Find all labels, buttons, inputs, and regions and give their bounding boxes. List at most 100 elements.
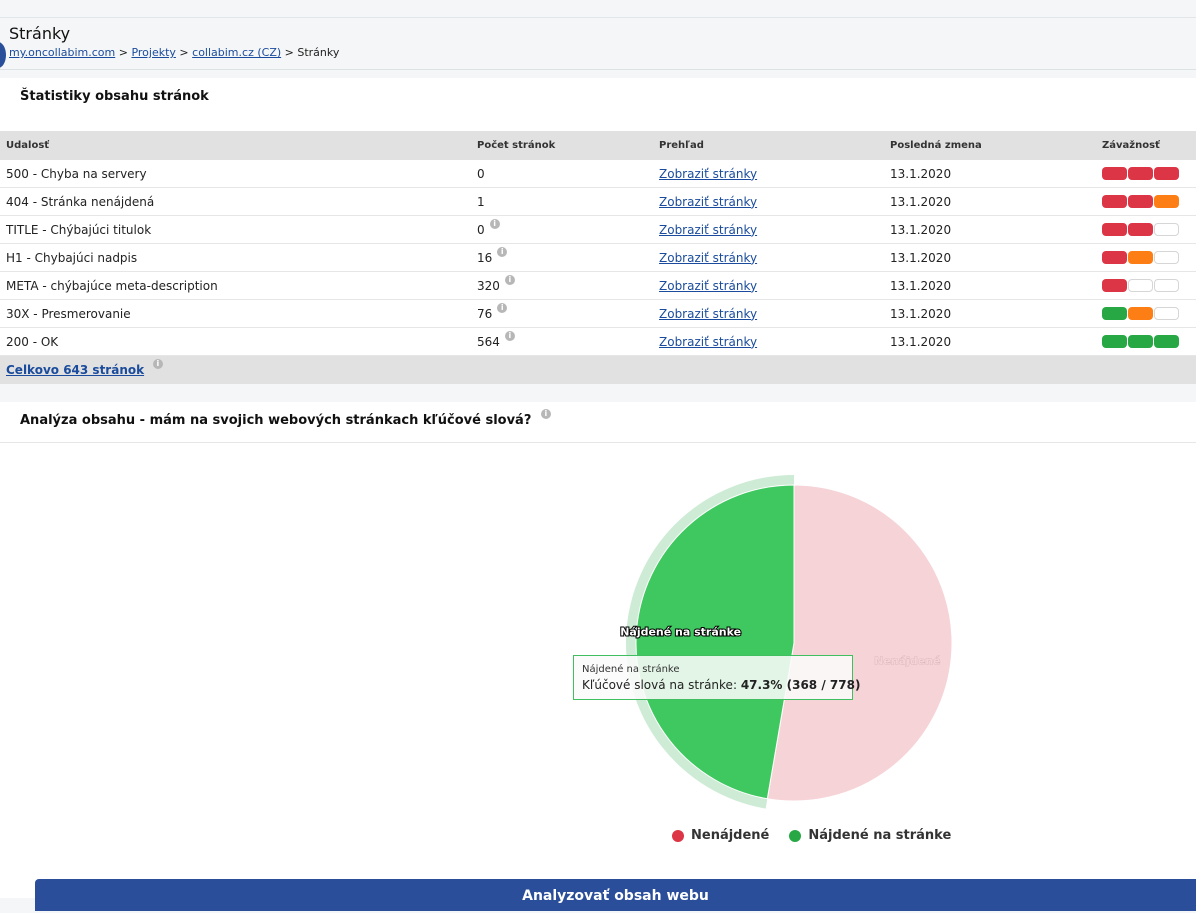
overview-cell: Zobraziť stránky	[653, 215, 884, 244]
severity-indicator	[1102, 307, 1196, 320]
overview-cell: Zobraziť stránky	[653, 271, 884, 300]
count-cell: 16 i	[471, 243, 653, 272]
count-cell: 320 i	[471, 271, 653, 300]
severity-segment	[1102, 195, 1127, 208]
severity-segment	[1128, 195, 1153, 208]
breadcrumb-separator: >	[179, 46, 189, 59]
info-icon[interactable]: i	[489, 218, 500, 229]
info-icon[interactable]: i	[497, 246, 508, 257]
stats-table: Udalosť Počet stránok Prehľad Posledná z…	[0, 131, 1196, 384]
chart-tooltip: Nájdené na stránke Kľúčové slová na strá…	[573, 655, 860, 700]
info-icon[interactable]: i	[504, 274, 515, 285]
column-header-event[interactable]: Udalosť	[0, 131, 471, 160]
breadcrumb-current: Stránky	[297, 46, 340, 59]
count-value: 564	[477, 334, 500, 349]
pie-slice-not-found[interactable]	[766, 484, 953, 802]
info-icon[interactable]: i	[497, 302, 508, 313]
show-pages-link[interactable]: Zobraziť stránky	[659, 194, 758, 209]
page-title: Stránky	[9, 24, 71, 43]
date-cell: 13.1.2020	[884, 160, 1096, 188]
event-cell: H1 - Chybajúci nadpis	[0, 243, 471, 272]
date-cell: 13.1.2020	[884, 215, 1096, 244]
severity-cell	[1096, 160, 1196, 188]
severity-cell	[1096, 327, 1196, 356]
tooltip-value: 47.3% (368 / 778)	[740, 678, 861, 692]
date-cell: 13.1.2020	[884, 299, 1096, 328]
stats-table-body: 500 - Chyba na servery 0 Zobraziť stránky 1…	[0, 160, 1196, 356]
overview-cell: Zobraziť stránky	[653, 327, 884, 356]
date-cell: 13.1.2020	[884, 243, 1096, 272]
count-value: 16	[477, 250, 493, 265]
severity-indicator	[1102, 223, 1196, 236]
date-cell: 13.1.2020	[884, 187, 1096, 216]
severity-segment	[1102, 223, 1127, 236]
table-row: H1 - Chybajúci nadpis 16 i Zobraziť stránky…	[0, 243, 1196, 272]
count-value: 0	[477, 166, 485, 181]
show-pages-link[interactable]: Zobraziť stránky	[659, 222, 758, 237]
show-pages-link[interactable]: Zobraziť stránky	[659, 250, 758, 265]
overview-cell: Zobraziť stránky	[653, 243, 884, 272]
top-strip	[0, 0, 1196, 18]
severity-segment	[1128, 307, 1153, 320]
column-header-last-change[interactable]: Posledná zmena	[884, 131, 1096, 160]
severity-segment	[1154, 307, 1179, 320]
overview-cell: Zobraziť stránky	[653, 160, 884, 188]
table-row: 404 - Stránka nenájdená 1 Zobraziť stránky…	[0, 187, 1196, 216]
count-cell: 0	[471, 160, 653, 188]
severity-segment	[1102, 335, 1127, 348]
tooltip-line: Kľúčové slová na stránke: 47.3% (368 / 7…	[582, 678, 860, 692]
analyze-content-button[interactable]: Analyzovať obsah webu	[35, 879, 1196, 911]
severity-cell	[1096, 187, 1196, 216]
severity-segment	[1102, 307, 1127, 320]
pie-data-label: Nenájdené	[874, 655, 940, 668]
table-row: 500 - Chyba na servery 0 Zobraziť stránky 1…	[0, 160, 1196, 188]
severity-segment	[1102, 279, 1127, 292]
pie-slice-found[interactable]	[635, 484, 795, 800]
breadcrumb-separator: >	[284, 46, 294, 59]
table-row: 200 - OK 564 i Zobraziť stránky 13.1.2020	[0, 327, 1196, 356]
show-pages-link[interactable]: Zobraziť stránky	[659, 334, 758, 349]
severity-indicator	[1102, 251, 1196, 264]
info-icon[interactable]: i	[504, 330, 515, 341]
page-header: Stránky my.oncollabim.com > Projekty > c…	[0, 18, 1196, 70]
severity-segment	[1154, 279, 1179, 292]
count-value: 0	[477, 222, 485, 237]
breadcrumb-separator: >	[118, 46, 128, 59]
legend-marker	[789, 829, 802, 842]
breadcrumb-home[interactable]: my.oncollabim.com	[9, 46, 116, 59]
legend-item-found[interactable]: Nájdené na stránke	[789, 828, 951, 843]
table-row: TITLE - Chýbajúci titulok 0 i Zobraziť strá…	[0, 215, 1196, 244]
severity-cell	[1096, 215, 1196, 244]
event-cell: TITLE - Chýbajúci titulok	[0, 215, 471, 244]
severity-cell	[1096, 299, 1196, 328]
total-pages-link[interactable]: Celkovo 643 stránok	[6, 363, 145, 377]
severity-cell	[1096, 243, 1196, 272]
severity-segment	[1128, 251, 1153, 264]
event-cell: 200 - OK	[0, 327, 471, 356]
severity-segment	[1128, 279, 1153, 292]
pie-chart: Nenájdené Nájdené na stránke	[619, 475, 953, 809]
severity-segment	[1102, 167, 1127, 180]
column-header-severity[interactable]: Závažnosť	[1096, 131, 1196, 160]
severity-indicator	[1102, 195, 1196, 208]
avatar[interactable]	[0, 42, 6, 68]
column-header-count[interactable]: Počet stránok	[471, 131, 653, 160]
event-cell: META - chýbajúce meta-description	[0, 271, 471, 300]
count-value: 320	[477, 278, 500, 293]
severity-indicator	[1102, 167, 1196, 180]
legend-item-not-found[interactable]: Nenájdené	[672, 828, 769, 843]
table-row: META - chýbajúce meta-description 320 i Zob…	[0, 271, 1196, 300]
severity-segment	[1128, 335, 1153, 348]
severity-segment	[1128, 167, 1153, 180]
severity-indicator	[1102, 335, 1196, 348]
show-pages-link[interactable]: Zobraziť stránky	[659, 166, 758, 181]
breadcrumb-projects[interactable]: Projekty	[131, 46, 176, 59]
severity-segment	[1102, 251, 1127, 264]
info-icon[interactable]: i	[152, 359, 163, 369]
breadcrumb-project[interactable]: collabim.cz (CZ)	[192, 46, 282, 59]
show-pages-link[interactable]: Zobraziť stránky	[659, 306, 758, 321]
show-pages-link[interactable]: Zobraziť stránky	[659, 278, 758, 293]
info-icon[interactable]: i	[540, 409, 551, 419]
severity-segment	[1154, 195, 1179, 208]
analysis-title: Analýza obsahu - mám na svojich webových…	[20, 409, 551, 428]
